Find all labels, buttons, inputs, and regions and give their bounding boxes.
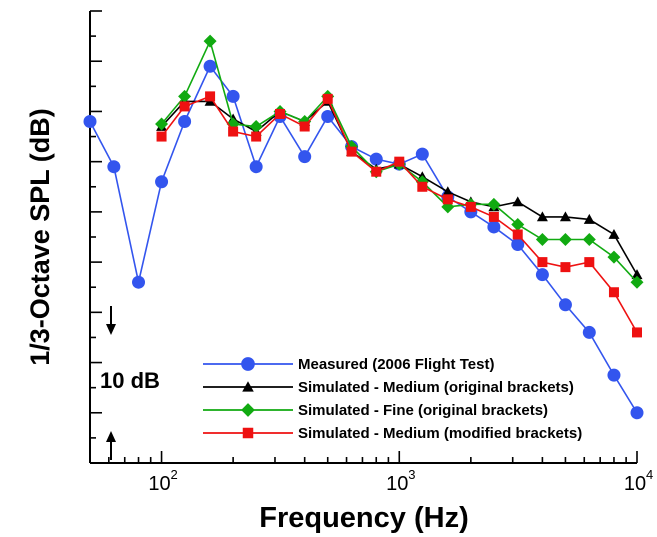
legend-entry: Simulated - Fine (original brackets) <box>203 402 548 419</box>
data-point <box>558 298 572 312</box>
legend-label: Simulated - Fine (original brackets) <box>298 402 548 419</box>
data-point <box>275 108 286 119</box>
data-point <box>249 120 263 134</box>
x-tick-label: 10 3 <box>386 467 415 495</box>
series-4 <box>156 91 642 338</box>
data-point <box>179 101 190 112</box>
legend-entry: Measured (2006 Flight Test) <box>203 356 494 373</box>
data-point <box>487 197 501 211</box>
data-point <box>536 211 548 222</box>
data-point <box>298 150 312 164</box>
data-point <box>394 156 405 167</box>
x-tick-label-exponent: 3 <box>408 467 415 482</box>
x-tick-label-base: 10 <box>386 473 408 495</box>
data-point <box>488 211 499 222</box>
data-point <box>537 257 548 268</box>
data-point <box>511 217 525 231</box>
data-point <box>322 93 333 104</box>
data-point <box>371 166 382 177</box>
data-point <box>632 327 642 338</box>
data-point <box>630 275 644 289</box>
data-point <box>582 233 596 247</box>
data-point <box>582 325 596 339</box>
data-point <box>249 160 263 174</box>
scale-annotation: 10 dB <box>100 368 160 393</box>
data-point <box>442 194 453 205</box>
data-point <box>512 196 524 207</box>
x-tick-label-exponent: 4 <box>646 467 653 482</box>
x-tick-labels: 10 2 10 3 10 4 <box>148 467 653 495</box>
data-point <box>607 250 621 264</box>
x-tick-label: 10 4 <box>624 467 653 495</box>
data-point <box>203 59 217 73</box>
data-point <box>535 233 549 247</box>
x-axis-title: Frequency (Hz) <box>259 502 468 534</box>
legend: Measured (2006 Flight Test) Simulated - M… <box>203 356 582 442</box>
legend-entry: Simulated - Medium (original brackets) <box>203 379 574 396</box>
scale-arrowhead-down <box>106 324 116 335</box>
legend-label: Simulated - Medium (original brackets) <box>298 379 574 396</box>
data-point <box>369 152 383 166</box>
x-tick-label-base: 10 <box>148 473 170 495</box>
legend-marker <box>241 357 255 371</box>
legend-label: Measured (2006 Flight Test) <box>298 356 494 373</box>
x-tick-label-exponent: 2 <box>171 467 178 482</box>
data-point <box>631 269 643 280</box>
legend-marker <box>242 381 254 392</box>
data-point <box>630 406 644 420</box>
data-point <box>203 34 217 48</box>
data-point <box>558 233 572 247</box>
data-point <box>107 160 121 174</box>
data-point <box>299 121 310 132</box>
data-point <box>584 257 595 268</box>
data-point <box>346 146 357 157</box>
axis-ticks <box>89 10 638 464</box>
data-point <box>559 211 571 222</box>
data-point <box>511 238 525 252</box>
data-point <box>465 201 476 212</box>
data-point <box>156 131 167 142</box>
y-axis-title: 1/3-Octave SPL (dB) <box>25 108 55 366</box>
data-point <box>535 268 549 282</box>
data-point <box>251 131 262 142</box>
scale-arrowhead-up <box>106 431 116 442</box>
data-point <box>442 186 454 197</box>
legend-marker <box>242 427 254 439</box>
data-point <box>417 181 428 192</box>
data-point <box>132 275 146 289</box>
x-tick-label: 10 2 <box>148 467 177 495</box>
data-point <box>155 117 169 131</box>
data-point <box>321 109 335 123</box>
data-point <box>205 91 216 102</box>
data-point <box>83 114 97 128</box>
data-point <box>607 368 621 382</box>
data-point <box>608 228 620 239</box>
data-point <box>512 229 523 240</box>
legend-entry: Simulated - Medium (modified brackets) <box>203 425 582 442</box>
series-layer <box>83 34 644 420</box>
data-point <box>178 89 192 103</box>
data-point <box>155 175 169 189</box>
legend-marker <box>241 403 255 417</box>
x-tick-label-base: 10 <box>624 473 646 495</box>
data-point <box>226 89 240 103</box>
data-point <box>487 220 501 234</box>
legend-label: Simulated - Medium (modified brackets) <box>298 425 582 442</box>
data-point <box>583 213 595 224</box>
data-point <box>608 287 619 298</box>
data-point <box>178 114 192 128</box>
data-point <box>228 126 239 137</box>
data-point <box>415 147 429 161</box>
scale-bar: 10 dB <box>100 306 160 460</box>
data-point <box>560 262 571 273</box>
